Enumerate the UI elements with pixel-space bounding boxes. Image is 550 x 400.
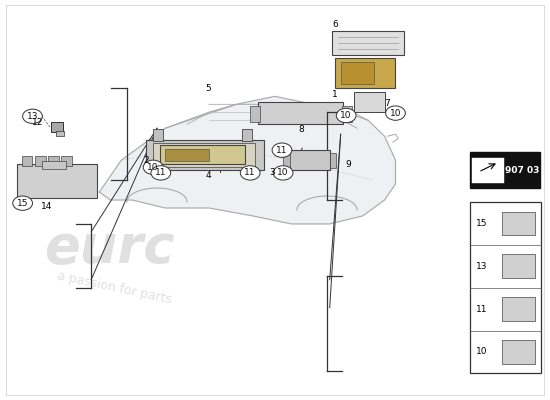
FancyBboxPatch shape — [335, 58, 395, 88]
Text: 4: 4 — [205, 171, 211, 180]
Text: 6: 6 — [332, 20, 338, 28]
Text: 907 03: 907 03 — [505, 166, 540, 175]
FancyBboxPatch shape — [470, 202, 541, 373]
Circle shape — [386, 106, 405, 120]
Circle shape — [23, 109, 42, 124]
FancyBboxPatch shape — [470, 152, 540, 188]
Text: 11: 11 — [155, 168, 167, 177]
FancyBboxPatch shape — [48, 156, 59, 166]
Text: 9: 9 — [345, 160, 351, 169]
FancyBboxPatch shape — [146, 140, 264, 170]
FancyBboxPatch shape — [502, 297, 535, 321]
FancyBboxPatch shape — [56, 132, 64, 136]
Circle shape — [240, 166, 260, 180]
Text: 11: 11 — [244, 168, 256, 177]
Circle shape — [336, 108, 356, 123]
FancyBboxPatch shape — [342, 106, 352, 122]
FancyBboxPatch shape — [17, 164, 97, 198]
FancyBboxPatch shape — [250, 106, 260, 122]
Circle shape — [13, 196, 32, 210]
Circle shape — [273, 166, 293, 180]
Text: a passion for parts: a passion for parts — [56, 269, 173, 306]
Circle shape — [513, 262, 524, 270]
Text: 10: 10 — [476, 348, 488, 356]
Text: 3: 3 — [269, 168, 275, 176]
FancyBboxPatch shape — [502, 212, 535, 235]
FancyBboxPatch shape — [332, 30, 404, 54]
Text: 5: 5 — [205, 84, 211, 93]
FancyBboxPatch shape — [61, 156, 72, 166]
Text: 12: 12 — [32, 118, 43, 127]
FancyBboxPatch shape — [160, 145, 245, 164]
Circle shape — [143, 160, 163, 174]
Circle shape — [272, 143, 292, 157]
Polygon shape — [100, 96, 395, 224]
Circle shape — [513, 305, 524, 313]
FancyBboxPatch shape — [283, 153, 290, 168]
FancyBboxPatch shape — [21, 156, 32, 166]
Text: 15: 15 — [17, 199, 29, 208]
Text: 11: 11 — [276, 146, 288, 155]
FancyBboxPatch shape — [502, 340, 535, 364]
Text: 10: 10 — [390, 109, 402, 118]
FancyBboxPatch shape — [289, 150, 329, 170]
Circle shape — [151, 166, 170, 180]
FancyBboxPatch shape — [153, 143, 255, 167]
FancyBboxPatch shape — [242, 129, 252, 141]
Text: 10: 10 — [147, 163, 159, 172]
Text: eurc: eurc — [45, 222, 175, 274]
FancyBboxPatch shape — [51, 122, 63, 132]
FancyBboxPatch shape — [258, 102, 343, 124]
Text: 13: 13 — [476, 262, 488, 271]
FancyBboxPatch shape — [472, 158, 504, 183]
Text: 2: 2 — [143, 156, 148, 166]
Text: 10: 10 — [340, 111, 352, 120]
FancyBboxPatch shape — [6, 5, 543, 395]
FancyBboxPatch shape — [35, 156, 46, 166]
FancyBboxPatch shape — [340, 62, 373, 84]
FancyBboxPatch shape — [502, 254, 535, 278]
Circle shape — [513, 348, 524, 356]
Text: 10: 10 — [277, 168, 289, 177]
Text: 14: 14 — [41, 202, 52, 211]
FancyBboxPatch shape — [153, 129, 163, 141]
Text: 1: 1 — [332, 90, 338, 99]
Text: 15: 15 — [476, 219, 488, 228]
Text: 13: 13 — [27, 112, 38, 121]
FancyBboxPatch shape — [354, 92, 384, 112]
Circle shape — [513, 220, 524, 228]
FancyBboxPatch shape — [329, 153, 336, 168]
FancyBboxPatch shape — [165, 149, 209, 161]
Text: 7: 7 — [384, 99, 390, 108]
Text: 11: 11 — [476, 305, 488, 314]
Text: 8: 8 — [298, 125, 304, 134]
FancyBboxPatch shape — [42, 161, 67, 169]
